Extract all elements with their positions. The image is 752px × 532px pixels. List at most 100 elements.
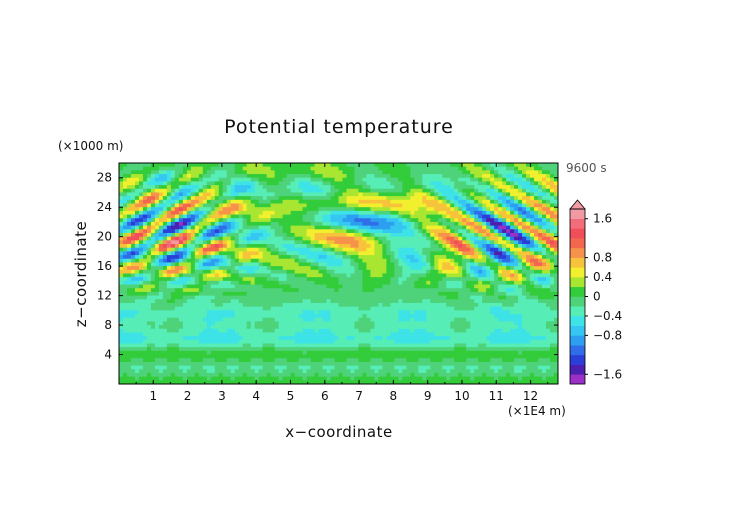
heatmap-cell [430, 210, 435, 216]
heatmap-cell [554, 236, 559, 241]
heatmap-cell [506, 181, 511, 186]
heatmap-cell [230, 229, 236, 234]
heatmap-cell [374, 269, 379, 274]
heatmap-cell [150, 295, 156, 300]
heatmap-cell [330, 185, 336, 190]
heatmap-cell [538, 258, 543, 263]
heatmap-cell [119, 218, 124, 223]
heatmap-cell [150, 229, 156, 234]
heatmap-cell [338, 185, 343, 190]
heatmap-cell [482, 207, 487, 212]
heatmap-cell [286, 262, 292, 267]
heatmap-cell [390, 203, 395, 208]
heatmap-cell [402, 181, 407, 186]
heatmap-cell [374, 266, 379, 271]
heatmap-cell [398, 185, 403, 190]
heatmap-cell [154, 196, 160, 201]
heatmap-cell [258, 317, 264, 322]
heatmap-cell [482, 325, 487, 330]
heatmap-cell [518, 170, 523, 175]
heatmap-cell [286, 229, 292, 234]
heatmap-cell [322, 170, 328, 175]
heatmap-cell [294, 255, 300, 260]
heatmap-cell [202, 163, 208, 168]
heatmap-cell [442, 188, 447, 193]
heatmap-cell [414, 236, 419, 241]
heatmap-cell [254, 273, 260, 278]
heatmap-cell [154, 240, 160, 245]
heatmap-cell [398, 203, 403, 208]
heatmap-cell [138, 295, 144, 300]
heatmap-cell [282, 163, 288, 168]
heatmap-cell [302, 299, 308, 304]
heatmap-cell [222, 310, 228, 315]
heatmap-cell [119, 299, 124, 304]
heatmap-cell [442, 314, 447, 319]
heatmap-cell [278, 306, 284, 311]
heatmap-cell [414, 255, 419, 260]
heatmap-cell [362, 188, 367, 193]
heatmap-cell [534, 269, 539, 274]
heatmap-cell [394, 192, 399, 197]
heatmap-cell [514, 306, 519, 311]
heatmap-cell [358, 247, 363, 252]
heatmap-cell [554, 325, 559, 330]
heatmap-cell [218, 273, 224, 278]
heatmap-cell [194, 192, 200, 197]
heatmap-cell [350, 214, 355, 219]
heatmap-cell [422, 166, 427, 171]
heatmap-cell [474, 325, 479, 330]
heatmap-cell [270, 310, 276, 315]
heatmap-cell [506, 299, 511, 304]
heatmap-cell [470, 306, 475, 311]
heatmap-cell [350, 192, 355, 197]
heatmap-cell [186, 207, 192, 212]
heatmap-cell [546, 299, 551, 304]
heatmap-cell [314, 295, 320, 300]
heatmap-cell [206, 225, 212, 230]
heatmap-cell [326, 277, 332, 282]
heatmap-cell [530, 188, 535, 193]
heatmap-cell [406, 225, 411, 230]
heatmap-cell [534, 203, 539, 208]
heatmap-cell [422, 255, 427, 260]
heatmap-cell [450, 306, 455, 311]
heatmap-cell [210, 236, 216, 241]
heatmap-cell [458, 277, 463, 282]
heatmap-cell [458, 181, 463, 186]
heatmap-cell [534, 247, 539, 252]
heatmap-cell [474, 310, 479, 315]
heatmap-cell [502, 163, 507, 168]
heatmap-cell [246, 317, 252, 322]
heatmap-cell [366, 321, 371, 326]
heatmap-cell [174, 251, 180, 256]
heatmap-cell [166, 299, 172, 304]
heatmap-cell [554, 306, 559, 311]
heatmap-cell [266, 258, 272, 263]
heatmap-cell [378, 177, 383, 182]
heatmap-cell [530, 174, 535, 179]
heatmap-cell [138, 177, 144, 182]
heatmap-cell [362, 232, 367, 238]
heatmap-cell [366, 288, 371, 293]
heatmap-cell [218, 262, 224, 267]
heatmap-cell [222, 280, 228, 286]
heatmap-cell [138, 291, 144, 297]
heatmap-cell [542, 280, 547, 286]
heatmap-cell [434, 244, 439, 249]
heatmap-cell [278, 255, 284, 260]
heatmap-cell [119, 170, 124, 175]
heatmap-cell [358, 314, 363, 319]
heatmap-cell [346, 181, 351, 186]
heatmap-cell [386, 214, 391, 219]
heatmap-cell [146, 321, 152, 326]
heatmap-cell [406, 177, 411, 182]
heatmap-cell [266, 251, 272, 256]
heatmap-cell [542, 251, 547, 256]
heatmap-cell [274, 280, 280, 286]
heatmap-cell [338, 284, 343, 289]
heatmap-cell [430, 306, 435, 311]
heatmap-cell [246, 218, 252, 223]
heatmap-cell [302, 163, 308, 168]
heatmap-cell [498, 192, 503, 197]
